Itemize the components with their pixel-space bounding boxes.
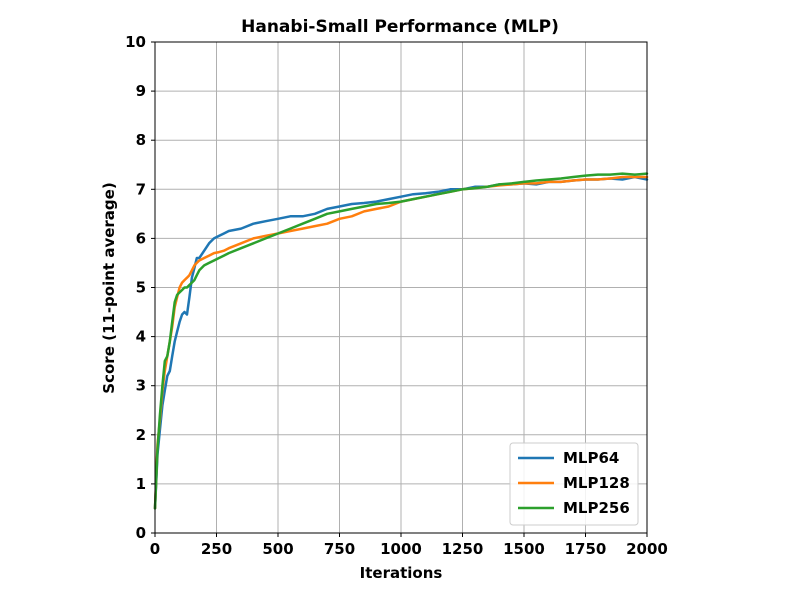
y-tick-label: 7 [136,180,146,198]
y-tick-label: 10 [125,33,146,51]
legend-label-mlp256: MLP256 [563,499,630,517]
y-tick-label: 1 [136,475,146,493]
legend-label-mlp128: MLP128 [563,474,630,492]
y-tick-label: 3 [136,377,146,395]
y-tick-label: 6 [136,229,146,247]
x-tick-label: 1750 [565,540,607,558]
x-tick-label: 250 [201,540,232,558]
x-axis-label: Iterations [360,564,443,582]
y-tick-label: 8 [136,131,146,149]
chart-title: Hanabi-Small Performance (MLP) [241,17,559,37]
y-tick-label: 4 [136,328,146,346]
legend-label-mlp64: MLP64 [563,449,619,467]
series-layer [153,172,649,510]
legend: MLP64 MLP128 MLP256 [509,442,639,526]
x-tick-label: 500 [262,540,293,558]
y-tick-label: 0 [136,524,146,542]
x-tick-label: 750 [324,540,355,558]
y-tick-label: 9 [136,82,146,100]
x-tick-label: 1250 [442,540,484,558]
series-line-mlp128 [153,175,649,510]
x-tick-label: 1000 [380,540,422,558]
y-axis-label: Score (11-point average) [100,182,118,393]
series-line-mlp256 [153,172,649,510]
legend-box [509,442,639,526]
x-tick-label: 0 [150,540,160,558]
grid [154,41,648,534]
ticks: 0 250 500 750 1000 1250 1500 1750 2000 0 1 2 3 4 5 6 7 8 9… [125,33,668,558]
y-tick-label: 5 [136,279,146,297]
x-tick-label: 1500 [503,540,545,558]
y-tick-label: 2 [136,426,146,444]
x-tick-label: 2000 [626,540,668,558]
